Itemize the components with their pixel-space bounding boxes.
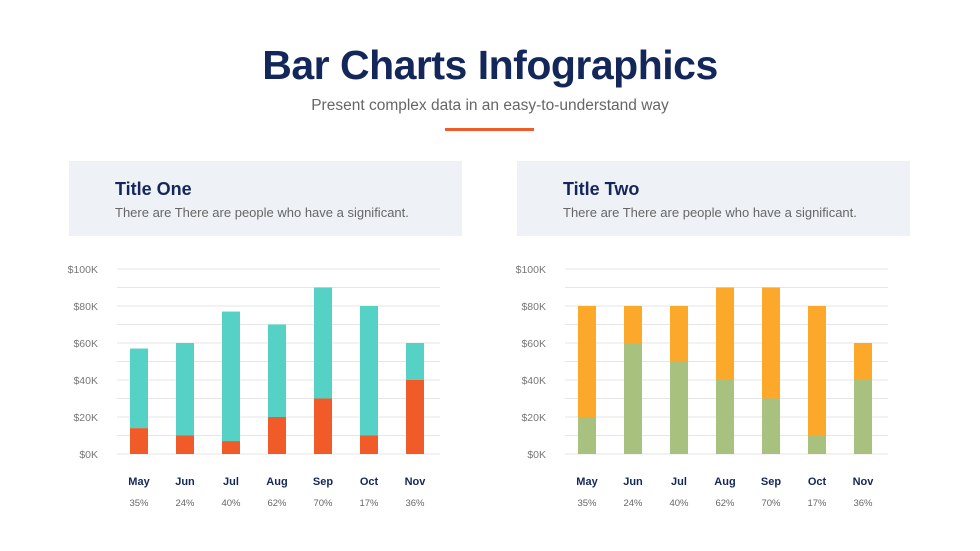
- bar-segment-bottom: [360, 435, 378, 454]
- bar-chart-two: $0K $20K $40K $60K $80K $100K May 35% Jun 24% Jul 4…: [516, 264, 888, 509]
- bar-segment-top: [578, 306, 596, 417]
- bar-segment-bottom: [268, 417, 286, 454]
- bar-segment-top: [670, 306, 688, 362]
- bar-segment-bottom: [716, 380, 734, 454]
- y-tick-label: $60K: [73, 338, 98, 350]
- y-tick-label: $20K: [521, 412, 546, 424]
- panel-description: There are There are people who have a si…: [115, 205, 409, 220]
- panel-title: Title One: [115, 179, 192, 199]
- panel-header-two: Title Two There are There are people who…: [517, 161, 910, 236]
- percent-label: 36%: [853, 498, 873, 509]
- bar-segment-bottom: [854, 380, 872, 454]
- y-tick-label: $60K: [521, 338, 546, 350]
- y-tick-label: $80K: [521, 301, 546, 313]
- percent-label: 40%: [669, 498, 689, 509]
- bar-segment-top: [762, 287, 780, 399]
- bar-segment-bottom: [406, 380, 424, 454]
- bar-segment-bottom: [130, 428, 148, 454]
- x-category-label: Sep: [761, 476, 781, 488]
- x-category-label: Aug: [714, 476, 735, 488]
- bar-segment-bottom: [314, 398, 332, 454]
- bar-segment-bottom: [578, 417, 596, 454]
- bar-segment-top: [624, 306, 642, 343]
- page-subtitle: Present complex data in an easy-to-under…: [311, 97, 669, 114]
- percent-label: 62%: [267, 498, 287, 509]
- percent-label: 24%: [175, 498, 195, 509]
- x-category-label: Oct: [360, 476, 379, 488]
- x-category-label: Aug: [266, 476, 287, 488]
- percent-label: 70%: [761, 498, 781, 509]
- x-category-label: May: [576, 476, 598, 488]
- bar-segment-top: [716, 287, 734, 380]
- x-category-label: Jul: [671, 476, 687, 488]
- percent-label: 17%: [807, 498, 827, 509]
- percent-label: 35%: [577, 498, 597, 509]
- x-category-label: Sep: [313, 476, 333, 488]
- percent-label: 62%: [715, 498, 735, 509]
- percent-label: 24%: [623, 498, 643, 509]
- percent-label: 36%: [405, 498, 425, 509]
- accent-divider: [445, 128, 534, 131]
- bar-segment-bottom: [670, 361, 688, 454]
- x-category-label: Oct: [808, 476, 827, 488]
- panel-header-one: Title One There are There are people who…: [69, 161, 462, 236]
- x-category-label: Jun: [623, 476, 643, 488]
- bar-segment-bottom: [808, 435, 826, 454]
- percent-label: 70%: [313, 498, 333, 509]
- x-category-label: May: [128, 476, 150, 488]
- bar-segment-top: [808, 306, 826, 436]
- y-tick-label: $40K: [521, 375, 546, 387]
- y-tick-label: $20K: [73, 412, 98, 424]
- bar-segment-top: [360, 306, 378, 436]
- x-category-label: Nov: [853, 476, 875, 488]
- bar-chart-one: $0K $20K $40K $60K $80K $100K May 35% Jun 24% Jul 4…: [68, 264, 440, 509]
- y-tick-label: $100K: [68, 264, 98, 276]
- bar-segment-top: [268, 324, 286, 417]
- percent-label: 35%: [129, 498, 149, 509]
- y-tick-label: $0K: [79, 449, 98, 461]
- y-tick-label: $40K: [73, 375, 98, 387]
- percent-label: 40%: [221, 498, 241, 509]
- bar-segment-bottom: [176, 435, 194, 454]
- bar-segment-top: [222, 311, 240, 442]
- x-category-label: Nov: [405, 476, 427, 488]
- bar-segment-top: [854, 343, 872, 380]
- y-tick-label: $80K: [73, 301, 98, 313]
- y-tick-label: $100K: [516, 264, 546, 276]
- bar-segment-bottom: [762, 398, 780, 454]
- x-category-label: Jun: [175, 476, 195, 488]
- panel-title: Title Two: [563, 179, 640, 199]
- bar-segment-top: [130, 348, 148, 429]
- y-tick-label: $0K: [527, 449, 546, 461]
- bar-segment-bottom: [222, 441, 240, 454]
- page-title: Bar Charts Infographics: [262, 42, 718, 88]
- bar-segment-top: [406, 343, 424, 380]
- panel-description: There are There are people who have a si…: [563, 205, 857, 220]
- bar-segment-bottom: [624, 343, 642, 454]
- x-category-label: Jul: [223, 476, 239, 488]
- percent-label: 17%: [359, 498, 379, 509]
- bar-segment-top: [176, 343, 194, 436]
- bar-segment-top: [314, 287, 332, 399]
